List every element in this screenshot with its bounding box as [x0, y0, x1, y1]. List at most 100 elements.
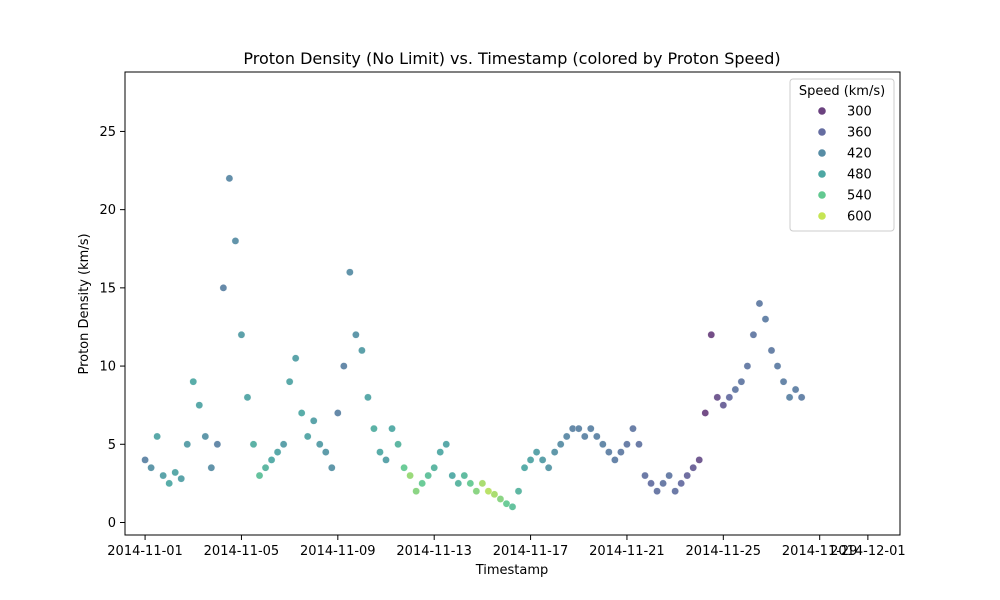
data-point — [791, 385, 800, 394]
data-point — [394, 440, 402, 449]
data-point — [755, 299, 764, 308]
data-point — [285, 377, 294, 386]
data-point — [556, 440, 565, 449]
data-point — [731, 385, 740, 394]
data-point — [797, 393, 806, 402]
legend-marker — [818, 128, 826, 136]
legend-marker — [818, 212, 826, 220]
data-point — [743, 362, 752, 370]
data-point — [719, 401, 728, 409]
data-point — [219, 284, 228, 292]
data-point — [159, 471, 167, 480]
data-point — [213, 440, 222, 449]
data-point — [647, 479, 655, 488]
data-point — [442, 440, 451, 449]
legend-marker — [818, 107, 826, 115]
data-point — [141, 456, 149, 464]
x-tick-label: 2014-11-21 — [589, 544, 665, 559]
data-point — [508, 503, 517, 511]
data-point — [183, 440, 192, 449]
x-tick-label: 2014-11-17 — [493, 544, 569, 559]
data-point — [701, 409, 710, 417]
data-point — [189, 377, 198, 386]
scatter-points — [141, 174, 806, 511]
data-point — [689, 463, 698, 472]
legend-title: Speed (km/s) — [799, 84, 885, 99]
data-point — [605, 448, 613, 456]
x-tick-label: 2014-11-13 — [396, 544, 472, 559]
data-point — [400, 463, 408, 472]
data-point — [309, 417, 318, 425]
chart-title: Proton Density (No Limit) vs. Timestamp … — [243, 49, 780, 68]
data-point — [201, 432, 210, 441]
data-point — [448, 471, 457, 480]
data-point — [502, 499, 511, 508]
legend-label: 300 — [847, 105, 872, 120]
data-point — [478, 479, 487, 488]
x-tick-label: 2014-11-05 — [204, 544, 280, 559]
y-tick-label: 15 — [99, 281, 116, 296]
legend-label: 540 — [847, 189, 872, 204]
data-point — [629, 424, 637, 433]
plot-frame — [124, 71, 901, 536]
data-point — [526, 456, 535, 464]
data-point — [388, 424, 396, 433]
data-point — [635, 440, 643, 449]
y-tick-label: 0 — [108, 516, 116, 531]
legend: Speed (km/s) 300 360 420 480 540 600 — [789, 78, 895, 232]
data-point — [315, 440, 324, 449]
legend-label: 480 — [847, 168, 872, 183]
data-point — [370, 424, 378, 433]
data-point — [544, 463, 553, 472]
data-point — [665, 471, 673, 480]
data-point — [261, 463, 270, 472]
y-axis: 0 5 10 15 20 25 — [99, 125, 125, 531]
data-point — [574, 424, 583, 433]
legend-label: 360 — [847, 126, 872, 141]
data-point — [454, 479, 463, 488]
data-point — [195, 401, 204, 409]
legend-marker — [818, 170, 826, 178]
data-point — [677, 479, 685, 488]
data-point — [279, 440, 288, 449]
legend-label: 600 — [847, 210, 872, 225]
y-axis-label: Proton Density (km/s) — [77, 233, 92, 374]
data-point — [580, 432, 589, 441]
data-point — [538, 456, 547, 464]
x-tick-label: 2014-11-09 — [300, 544, 376, 559]
data-point — [291, 354, 300, 363]
data-point — [321, 448, 330, 456]
data-point — [412, 487, 420, 496]
data-point — [749, 330, 758, 339]
data-point — [231, 237, 240, 245]
data-point — [165, 479, 173, 488]
data-point — [249, 440, 258, 449]
data-point — [436, 448, 445, 456]
data-point — [171, 468, 179, 477]
data-point — [593, 432, 601, 441]
data-point — [653, 487, 661, 496]
x-tick-label: 2014-11-29 — [782, 544, 858, 559]
data-point — [153, 432, 161, 441]
data-point — [707, 330, 716, 339]
data-point — [382, 456, 390, 464]
x-tick-label: 2014-11-01 — [107, 544, 183, 559]
data-point — [466, 479, 475, 488]
data-point — [490, 490, 499, 499]
legend-label: 420 — [847, 147, 872, 162]
data-point — [207, 463, 216, 472]
data-point — [773, 362, 782, 370]
data-point — [430, 463, 439, 472]
data-point — [327, 463, 336, 472]
data-point — [406, 471, 414, 480]
data-point — [767, 346, 776, 355]
data-point — [340, 362, 348, 370]
data-point — [424, 471, 432, 480]
data-point — [532, 448, 541, 456]
x-tick-label: 2014-11-25 — [686, 544, 762, 559]
data-point — [376, 448, 384, 456]
data-point — [243, 393, 252, 402]
y-tick-label: 25 — [99, 125, 116, 140]
y-tick-label: 20 — [99, 203, 116, 218]
